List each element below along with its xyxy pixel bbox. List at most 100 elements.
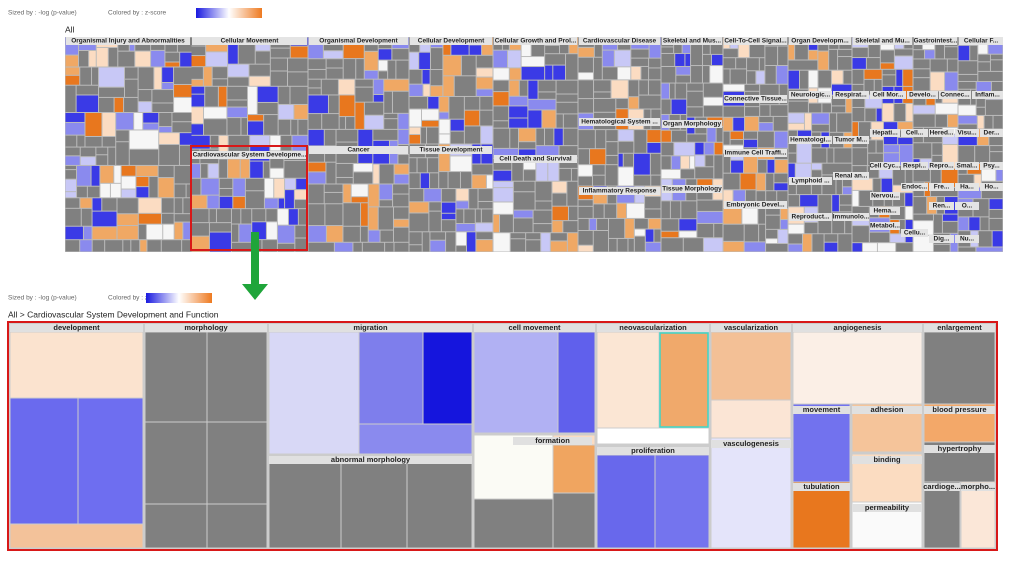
cell (290, 46, 308, 58)
cell (510, 128, 518, 148)
cell (697, 200, 723, 211)
group-header (309, 146, 408, 154)
cell (553, 493, 595, 548)
cell (876, 108, 882, 122)
cell (766, 229, 778, 239)
group-header (494, 155, 577, 163)
cell (649, 58, 661, 68)
cell (593, 204, 604, 218)
cell (162, 67, 174, 83)
cell (117, 198, 138, 214)
cell (989, 136, 1003, 146)
cell (661, 219, 679, 231)
cell (788, 44, 795, 60)
cell (944, 47, 958, 59)
cell (136, 187, 149, 198)
cell (396, 60, 409, 79)
cell (818, 220, 832, 234)
cell (249, 76, 270, 86)
cell (255, 51, 270, 64)
cell (788, 60, 818, 70)
cell (702, 66, 710, 83)
cell (328, 95, 339, 114)
cell (493, 68, 509, 80)
cell (409, 232, 422, 245)
cell (616, 98, 628, 109)
cell (631, 66, 641, 80)
cell (324, 184, 343, 192)
cell (472, 144, 481, 164)
group-header (66, 37, 190, 45)
cell (423, 84, 430, 96)
cell (602, 67, 617, 80)
cell (808, 70, 818, 88)
cell (913, 214, 933, 221)
cell (578, 206, 593, 218)
cell (476, 55, 493, 68)
cell (767, 160, 775, 173)
cell (508, 50, 521, 68)
cell (590, 149, 606, 165)
cell (988, 43, 1003, 54)
cell (481, 144, 493, 164)
cell (241, 209, 252, 224)
group-header (955, 235, 979, 243)
cell (378, 71, 388, 79)
cell (143, 112, 159, 123)
cell (324, 192, 343, 204)
cell (941, 169, 958, 187)
cell (913, 59, 930, 69)
cell (65, 85, 76, 112)
group-header (833, 136, 869, 144)
cell (788, 70, 800, 89)
group-header (579, 118, 660, 126)
group-label: Lymphoid ... (791, 178, 829, 185)
cell (780, 220, 788, 229)
cell (341, 463, 407, 548)
cell (566, 54, 578, 80)
cell (138, 213, 161, 224)
cell (978, 62, 990, 71)
group-header (929, 162, 954, 170)
cell (493, 128, 510, 148)
group-label: Organismal Development (319, 38, 398, 45)
cell (409, 109, 422, 127)
cell (528, 99, 556, 110)
group-label: Nu... (960, 236, 974, 243)
cell (80, 198, 92, 208)
cell (824, 242, 838, 252)
cell (978, 71, 1003, 81)
group-label: Develo... (909, 92, 936, 99)
cell (839, 205, 852, 212)
cell (10, 398, 78, 524)
cell (493, 80, 509, 92)
group-header (10, 324, 143, 332)
group-header (724, 149, 787, 157)
cell (788, 143, 797, 153)
cell (930, 169, 941, 187)
cell (278, 119, 291, 135)
cell (797, 143, 812, 163)
cell (76, 85, 99, 95)
cell (174, 214, 192, 222)
cell (548, 158, 559, 181)
cell (231, 242, 252, 252)
cell (161, 198, 174, 213)
cell (523, 170, 536, 181)
group-header (907, 91, 938, 99)
cell (899, 145, 913, 166)
cell (191, 195, 207, 209)
cell (191, 94, 205, 107)
cell (978, 37, 988, 54)
cell (976, 92, 985, 107)
group-header (901, 162, 928, 170)
cell (270, 135, 281, 151)
cell (670, 201, 681, 219)
cell (117, 226, 138, 240)
cell (161, 240, 182, 252)
cell (510, 233, 526, 239)
cell (976, 247, 1003, 252)
cell (836, 175, 842, 195)
cell (837, 113, 852, 132)
cell (578, 200, 593, 206)
